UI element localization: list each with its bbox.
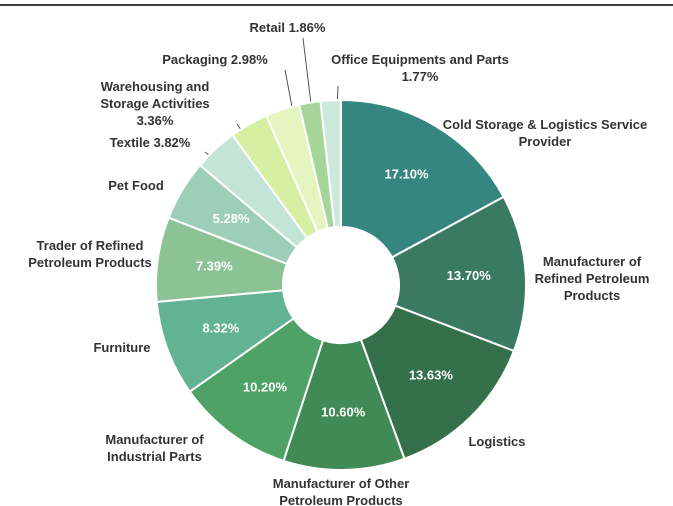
category-name: Warehousing and Storage Activities (100, 79, 210, 111)
category-name: Pet Food (108, 178, 164, 193)
category-label: Logistics (447, 433, 547, 450)
category-label: Retail 1.86% (220, 19, 355, 36)
value-label: 8.32% (202, 321, 239, 336)
donut-slice (319, 98, 342, 229)
donut-slice (390, 195, 527, 353)
category-name: Manufacturer of Other Petroleum Products (272, 476, 410, 506)
category-name: Textile (109, 135, 150, 150)
category-label: Pet Food (86, 177, 186, 194)
category-label: Trader of Refined Petroleum Products (26, 237, 154, 271)
value-label: 10.60% (321, 404, 366, 419)
value-label: 10.20% (243, 379, 288, 394)
category-label: Textile 3.82% (90, 134, 210, 151)
category-label: Manufacturer of Other Petroleum Products (256, 475, 426, 506)
category-name: Cold Storage & Logistics Service Provide… (442, 117, 648, 149)
value-label: 7.39% (196, 259, 233, 274)
category-label: Manufacturer of Industrial Parts (92, 431, 217, 465)
category-label: Packaging 2.98% (140, 51, 290, 68)
category-label: Furniture (72, 339, 172, 356)
category-name: Manufacturer of Industrial Parts (105, 432, 204, 464)
value-label: 3.36% (136, 113, 174, 128)
value-label: 2.98% (230, 52, 268, 67)
value-label: 13.63% (409, 368, 454, 383)
category-name: Office Equipments and Parts (331, 52, 509, 67)
value-label: 1.77% (401, 69, 439, 84)
category-name: Manufacturer of Refined Petroleum Produc… (534, 254, 650, 303)
value-label: 1.86% (288, 20, 326, 35)
category-name: Retail (249, 20, 285, 35)
category-name: Trader of Refined Petroleum Products (28, 238, 152, 270)
category-label: Cold Storage & Logistics Service Provide… (440, 116, 650, 150)
category-name: Packaging (162, 52, 228, 67)
value-label: 5.28% (213, 211, 250, 226)
category-name: Furniture (93, 340, 151, 355)
category-label: Warehousing and Storage Activities 3.36% (70, 78, 240, 129)
value-label: 13.70% (447, 268, 492, 283)
category-label: Manufacturer of Refined Petroleum Produc… (533, 253, 651, 304)
category-label: Office Equipments and Parts 1.77% (300, 51, 540, 85)
category-name: Logistics (468, 434, 526, 449)
value-label: 17.10% (384, 166, 429, 181)
value-label: 3.82% (153, 135, 191, 150)
donut-slice (359, 304, 516, 461)
donut-slice (188, 317, 325, 463)
